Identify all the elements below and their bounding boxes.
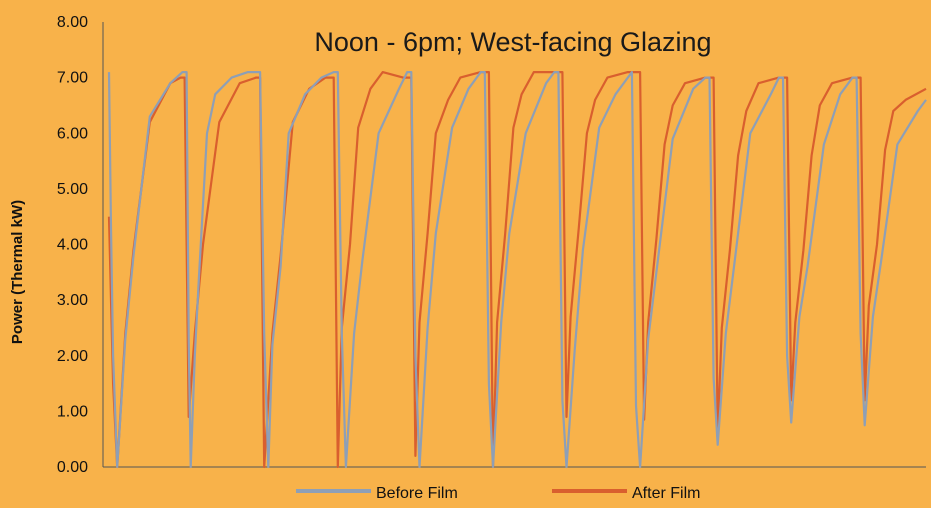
chart-title: Noon - 6pm; West-facing Glazing	[314, 27, 711, 57]
series-line-before-film	[107, 70, 927, 469]
y-tick-label: 6.00	[57, 125, 88, 142]
legend-label-after-film: After Film	[632, 485, 700, 502]
series-line-after-film	[107, 70, 927, 469]
y-tick-label: 5.00	[57, 181, 88, 198]
y-tick-label: 4.00	[57, 237, 88, 254]
y-tick-label: 1.00	[57, 403, 88, 420]
y-tick-label: 0.00	[57, 459, 88, 476]
legend: Before Film After Film	[296, 485, 700, 502]
y-tick-label: 2.00	[57, 348, 88, 365]
y-tick-label: 8.00	[57, 14, 88, 31]
y-axis-tick-labels: 0.00 1.00 2.00 3.00 4.00 5.00 6.00 7.00 8.00	[57, 14, 88, 476]
y-axis-title: Power (Thermal kW)	[9, 200, 26, 344]
legend-label-before-film: Before Film	[376, 485, 458, 502]
y-tick-label: 7.00	[57, 70, 88, 87]
series-layer	[107, 70, 927, 469]
y-tick-label: 3.00	[57, 292, 88, 309]
